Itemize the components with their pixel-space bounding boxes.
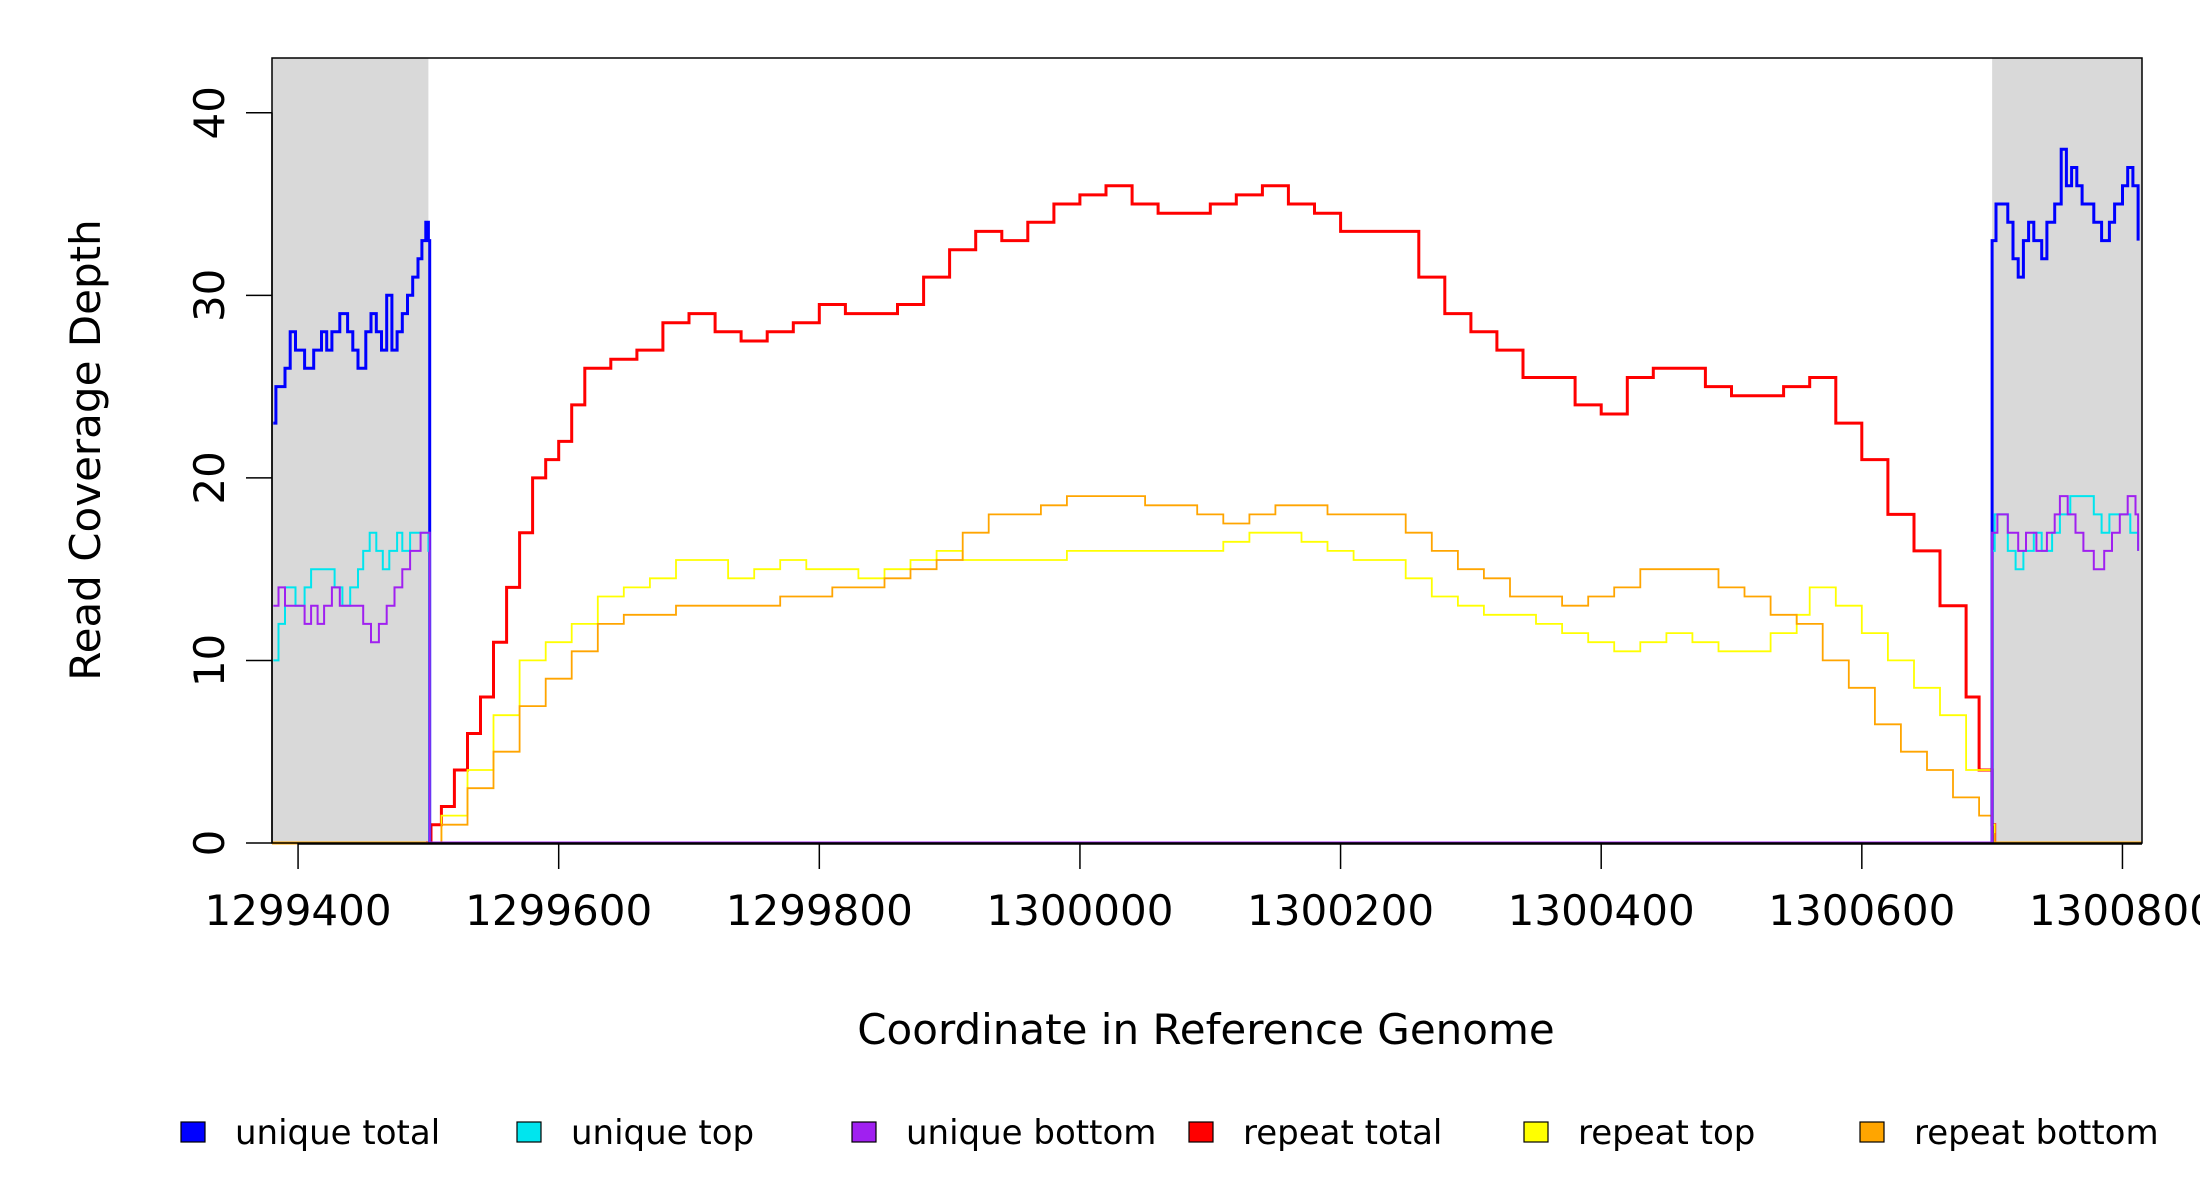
y-axis-title: Read Coverage Depth bbox=[61, 219, 110, 680]
legend-swatch bbox=[1188, 1121, 1214, 1143]
legend-item: repeat bottom bbox=[1859, 1113, 2159, 1153]
series-unique-bottom bbox=[273, 495, 2140, 844]
series-repeat-total bbox=[425, 184, 1997, 845]
legend-item: repeat top bbox=[1523, 1113, 1755, 1153]
x-tick-label: 1300600 bbox=[1768, 886, 1955, 935]
x-tick-label: 1299800 bbox=[726, 886, 913, 935]
y-tick-label: 10 bbox=[185, 634, 234, 687]
legend-item: unique total bbox=[180, 1113, 440, 1153]
x-axis-title: Coordinate in Reference Genome bbox=[857, 1005, 1555, 1054]
shaded-region-1 bbox=[1992, 58, 2142, 843]
x-axis: 1299400 1299600 1299800 1300000 1300200 13004… bbox=[205, 843, 2200, 935]
legend-swatch bbox=[1859, 1121, 1885, 1143]
legend-swatch bbox=[1523, 1121, 1549, 1143]
x-tick-label: 1300400 bbox=[1508, 886, 1695, 935]
legend-swatch bbox=[516, 1121, 542, 1143]
y-tick-label: 0 bbox=[185, 830, 234, 857]
shaded-regions bbox=[272, 58, 2142, 843]
legend-label: unique top bbox=[571, 1113, 754, 1153]
legend-label: repeat total bbox=[1243, 1113, 1442, 1153]
legend-label: repeat top bbox=[1578, 1113, 1755, 1153]
x-tick-label: 1299600 bbox=[465, 886, 652, 935]
y-tick-label: 30 bbox=[185, 269, 234, 322]
legend: unique total unique top unique bottom repea… bbox=[180, 1113, 2159, 1153]
y-tick-label: 40 bbox=[185, 86, 234, 139]
x-tick-label: 1300000 bbox=[986, 886, 1173, 935]
x-tick-label: 1299400 bbox=[205, 886, 392, 935]
y-axis: 0 10 20 30 40 bbox=[185, 86, 273, 857]
legend-label: unique total bbox=[235, 1113, 440, 1153]
x-tick-label: 1300800 bbox=[2029, 886, 2200, 935]
x-tick-label: 1300200 bbox=[1247, 886, 1434, 935]
legend-item: repeat total bbox=[1188, 1113, 1442, 1153]
shaded-region-0 bbox=[272, 58, 429, 843]
legend-item: unique top bbox=[516, 1113, 754, 1153]
y-tick-label: 20 bbox=[185, 451, 234, 504]
legend-label: unique bottom bbox=[906, 1113, 1156, 1153]
series-lines bbox=[272, 147, 2142, 845]
legend-label: repeat bottom bbox=[1914, 1113, 2159, 1153]
series-unique-top bbox=[273, 495, 2140, 844]
legend-swatch bbox=[851, 1121, 877, 1143]
series-unique-total bbox=[273, 147, 2140, 845]
series-repeat-top bbox=[425, 531, 1996, 844]
series-repeat-bottom bbox=[425, 495, 1996, 844]
legend-swatch bbox=[180, 1121, 206, 1143]
legend-item: unique bottom bbox=[851, 1113, 1156, 1153]
